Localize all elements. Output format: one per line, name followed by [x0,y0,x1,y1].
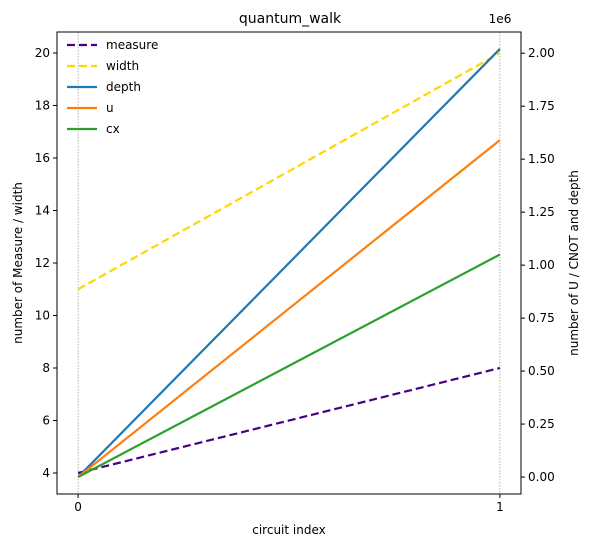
y-left-tick-label: 4 [42,466,50,480]
y-axis-right-label: number of U / CNOT and depth [567,170,581,356]
x-tick-label: 1 [496,500,504,514]
y-right-tick-label: 2.00 [528,46,555,60]
y-right-tick-label: 0.75 [528,311,555,325]
series-line-measure [77,366,501,475]
y-right-tick-label: 1.00 [528,258,555,272]
x-tick-label: 0 [74,500,82,514]
legend-label-depth: depth [106,80,141,94]
y-left-tick-label: 20 [35,46,50,60]
series-line-cx [77,253,501,479]
y-right-tick-label: 1.50 [528,152,555,166]
legend-label-width: width [106,59,139,73]
legend: measure width depth u cx [67,38,158,136]
y-left-tick-label: 18 [35,99,50,113]
series-line-depth [77,48,501,478]
legend-label-u: u [106,101,114,115]
y-right-tick-label: 0.00 [528,470,555,484]
y-right-tick-label: 1.25 [528,205,555,219]
y-left-tick-label: 12 [35,256,50,270]
y-left-tick-label: 16 [35,151,50,165]
y-axis-left-label: number of Measure / width [11,182,25,344]
chart-title: quantum_walk [239,11,342,27]
y-right-tick-label: 0.50 [528,364,555,378]
y-axis-left: 4 6 8 10 12 14 16 18 20 [35,46,57,480]
y-left-tick-label: 10 [35,309,50,323]
legend-label-measure: measure [106,38,158,52]
y-left-tick-label: 6 [42,414,50,428]
x-axis-label: circuit index [252,523,326,537]
gridlines [77,32,501,494]
series-line-width [77,52,501,291]
series-layer [77,48,501,479]
y-right-tick-label: 1.75 [528,99,555,113]
y-right-tick-label: 0.25 [528,417,555,431]
y-axis-right: 0.00 0.25 0.50 0.75 1.00 1.25 1.50 1.75 2.00 [521,46,555,484]
y-left-tick-label: 8 [42,361,50,375]
legend-label-cx: cx [106,122,120,136]
right-axis-offset-label: 1e6 [489,12,512,26]
y-left-tick-label: 14 [35,204,50,218]
series-line-u [77,139,501,478]
